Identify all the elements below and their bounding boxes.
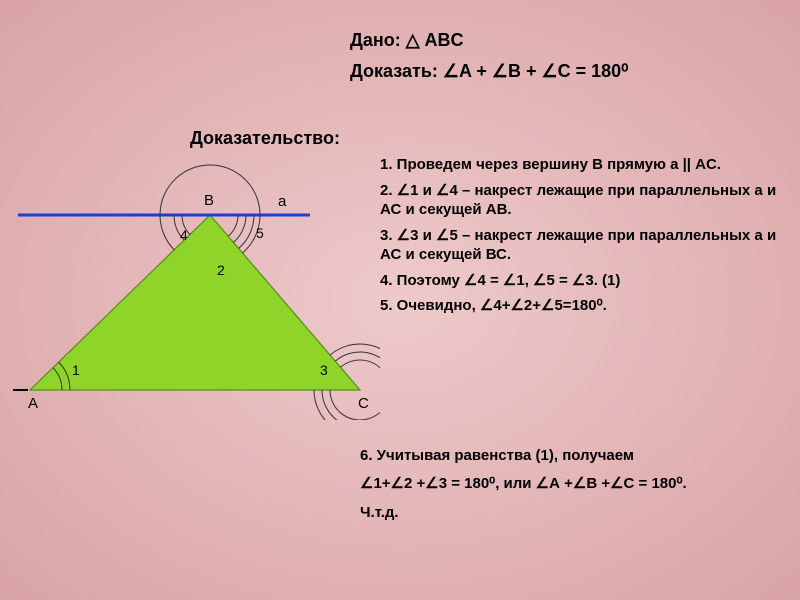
- label-angle-3: 3: [320, 362, 328, 378]
- step-7: ∠1+∠2 +∠3 = 180⁰, или ∠А +∠В +∠С = 180⁰.: [360, 474, 785, 494]
- proof-body: 1. Проведем через вершину В прямую а || …: [380, 155, 785, 322]
- step-4: 4. Поэтому ∠4 = ∠1, ∠5 = ∠3. (1): [380, 271, 785, 291]
- proof-title: Доказательство:: [190, 128, 340, 149]
- label-angle-4: 4: [180, 227, 188, 243]
- step-8: Ч.т.д.: [360, 503, 785, 523]
- given-text: Дано: △ ABC: [350, 30, 780, 51]
- step-1: 1. Проведем через вершину В прямую а || …: [380, 155, 785, 175]
- label-C: C: [358, 395, 369, 412]
- step-3: 3. ∠3 и ∠5 – накрест лежащие при паралле…: [380, 226, 785, 265]
- arc-angle5-a: [228, 215, 238, 236]
- label-angle-5: 5: [256, 225, 264, 241]
- triangle-diagram: A B C а 1 2 3 4 5: [10, 160, 380, 420]
- label-B: B: [204, 192, 214, 209]
- proof-bottom: 6. Учитывая равенства (1), получаем ∠1+∠…: [360, 446, 785, 531]
- label-angle-2: 2: [217, 262, 225, 278]
- diagram-svg: A B C а 1 2 3 4 5: [10, 160, 380, 420]
- label-angle-1: 1: [72, 362, 80, 378]
- step-6: 6. Учитывая равенства (1), получаем: [360, 446, 785, 466]
- header: Дано: △ ABC Доказать: ∠A + ∠B + ∠C = 180…: [350, 30, 780, 92]
- step-5: 5. Очевидно, ∠4+∠2+∠5=180⁰.: [380, 296, 785, 316]
- page-root: Дано: △ ABC Доказать: ∠A + ∠B + ∠C = 180…: [0, 0, 800, 600]
- label-line-a: а: [278, 193, 287, 210]
- arc-angle5-b: [233, 215, 246, 242]
- label-A: A: [28, 395, 38, 412]
- step-2: 2. ∠1 и ∠4 – накрест лежащие при паралле…: [380, 181, 785, 220]
- prove-text: Доказать: ∠A + ∠B + ∠C = 180⁰: [350, 61, 780, 82]
